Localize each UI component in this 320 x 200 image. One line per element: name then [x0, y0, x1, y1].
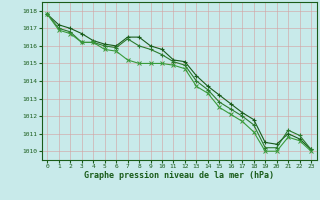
X-axis label: Graphe pression niveau de la mer (hPa): Graphe pression niveau de la mer (hPa)	[84, 171, 274, 180]
